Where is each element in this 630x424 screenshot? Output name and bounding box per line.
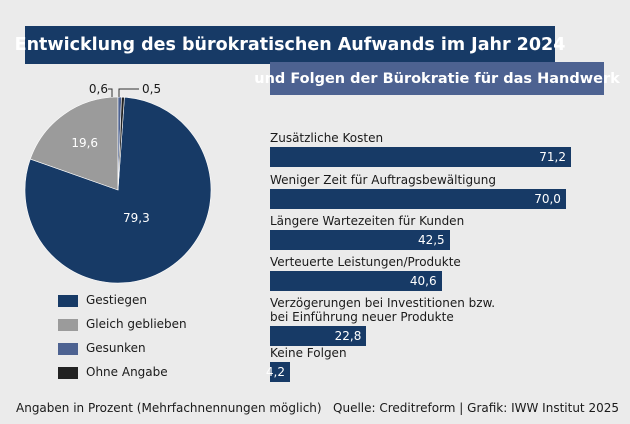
bar: 71,2 xyxy=(270,147,571,167)
pie-value-label-1: 79,3 xyxy=(123,211,150,225)
bar-category-label: Weniger Zeit für Auftragsbewältigung xyxy=(270,173,496,187)
pie-value-label-3: 0,6 xyxy=(89,82,108,96)
bar: 40,6 xyxy=(270,271,442,291)
bar-value-label: 22,8 xyxy=(334,329,362,343)
bar-category-label: Verteuerte Leistungen/Produkte xyxy=(270,255,461,269)
bar-row: Verzögerungen bei Investitionen bzw. bei … xyxy=(270,296,495,346)
legend-label: Ohne Angabe xyxy=(86,365,168,379)
bar-category-label: Längere Wartezeiten für Kunden xyxy=(270,214,465,228)
legend-swatch xyxy=(58,319,78,331)
legend-label: Gleich geblieben xyxy=(86,317,187,331)
bar-value-label: 40,6 xyxy=(409,274,437,288)
bar-value-label: 42,5 xyxy=(417,233,445,247)
legend-item: Ohne Angabe xyxy=(58,364,258,382)
bar-value-label: 4,2 xyxy=(265,365,285,379)
legend-label: Gesunken xyxy=(86,341,146,355)
pie-slice-4 xyxy=(117,96,125,191)
legend-swatch xyxy=(58,343,78,355)
bar: 42,5 xyxy=(270,230,450,250)
pie-leader-line-4 xyxy=(118,88,139,97)
legend-item: Gesunken xyxy=(58,340,258,358)
legend-label: Gestiegen xyxy=(86,293,147,307)
bar-category-label: bei Einführung neuer Produkte xyxy=(270,310,454,324)
pie-leader-line-3 xyxy=(108,88,113,97)
pie-slice-2 xyxy=(29,96,119,191)
chart-title: Entwicklung des bürokratischen Aufwands … xyxy=(15,26,565,64)
bar-row: Verteuerte Leistungen/Produkte 40,6 xyxy=(270,255,461,291)
pie-value-label-4: 0,5 xyxy=(142,82,161,96)
bar-value-label: 71,2 xyxy=(539,150,566,164)
bar: 4,2 xyxy=(266,362,290,382)
footer-note: Angaben in Prozent (Mehrfachnennungen mö… xyxy=(16,401,322,415)
bar-row: Weniger Zeit für Auftragsbewältigung 70,0 xyxy=(270,173,566,209)
legend-swatch xyxy=(58,295,78,307)
bar-category-label: Verzögerungen bei Investitionen bzw. xyxy=(270,296,496,310)
bar-category-label: Keine Folgen xyxy=(270,346,347,360)
bar-value-label: 70,0 xyxy=(534,192,561,206)
bar-row: Längere Wartezeiten für Kunden 42,5 xyxy=(270,214,464,250)
legend-item: Gestiegen xyxy=(58,292,258,310)
legend-swatch xyxy=(58,367,78,379)
chart-subtitle: und Folgen der Bürokratie für das Handwe… xyxy=(254,62,620,95)
pie-value-label-2: 19,6 xyxy=(71,136,98,150)
bar-category-label: Zusätzliche Kosten xyxy=(270,131,384,145)
chart-title-text: Entwicklung des bürokratischen Aufwands … xyxy=(14,35,566,55)
legend-item: Gleich geblieben xyxy=(58,316,258,334)
bar-row: Keine Folgen 4,2 xyxy=(266,346,347,382)
chart-subtitle-text: und Folgen der Bürokratie für das Handwe… xyxy=(254,70,620,87)
footer-source: Quelle: Creditreform | Grafik: IWW Insti… xyxy=(333,401,619,415)
bar: 70,0 xyxy=(270,189,566,209)
bar-row: Zusätzliche Kosten 71,2 xyxy=(270,131,571,167)
bar: 22,8 xyxy=(270,326,367,346)
